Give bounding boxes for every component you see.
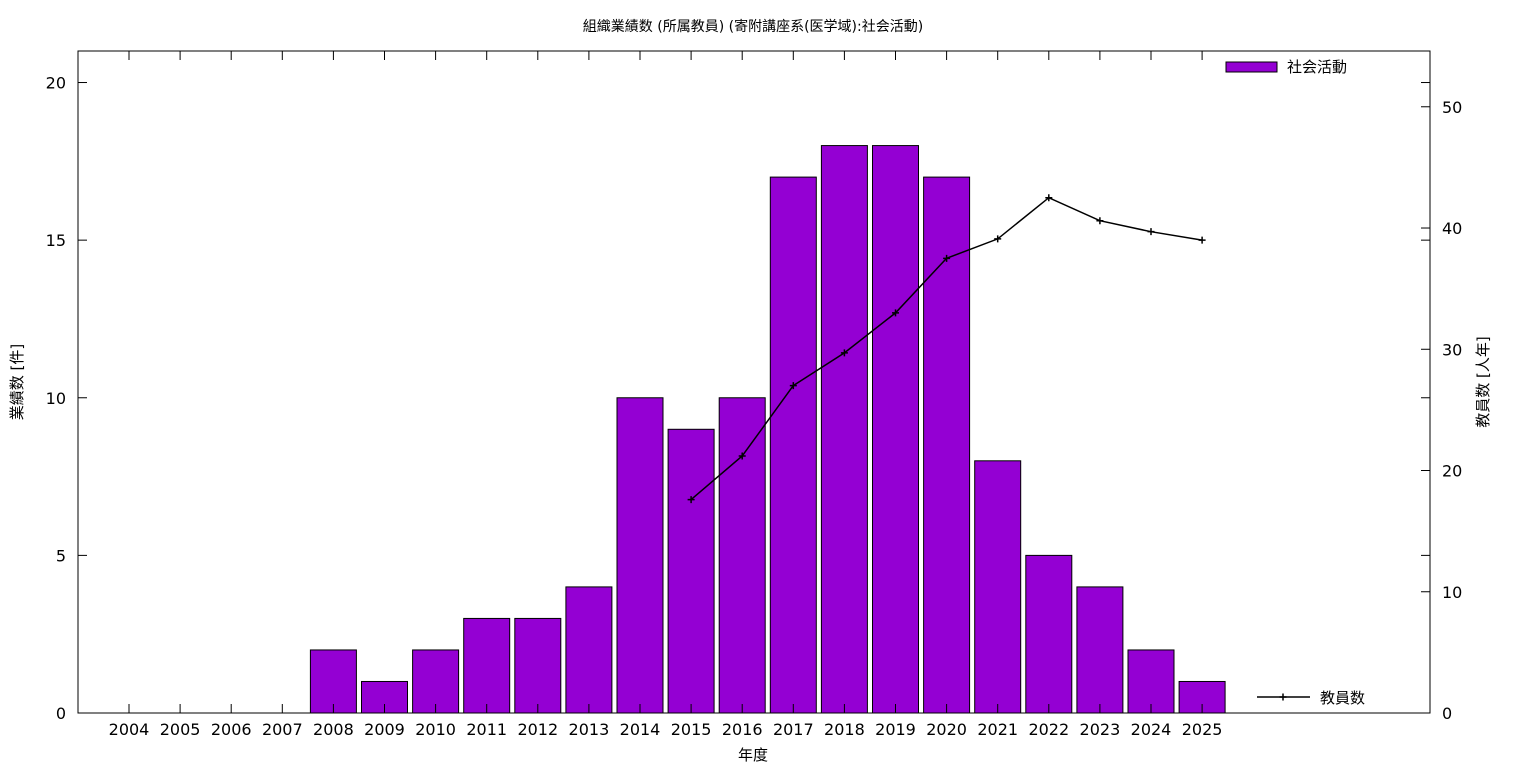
x-tick-label: 2005 [160,720,201,739]
point-2021 [994,235,1002,243]
x-tick-label: 2010 [415,720,456,739]
bar-2013 [565,586,613,714]
x-tick-label: 2004 [109,720,150,739]
point-2019 [892,309,899,317]
line-group [687,194,1206,504]
x-tick-label: 2020 [926,720,967,739]
x-tick-label: 2014 [620,720,661,739]
legend-bar-label: 社会活動 [1287,58,1347,76]
x-tick-label: 2013 [569,720,610,739]
x-tick-label: 2011 [466,720,507,739]
bar-2021 [974,460,1022,714]
x-tick-label: 2021 [977,720,1018,739]
x-tick-label: 2009 [364,720,405,739]
legend-bar-swatch [1225,61,1278,73]
point-2022 [1045,194,1053,202]
y-tick-label: 20 [46,74,66,93]
legend-line: 教員数 [1257,689,1365,707]
y-tick-label: 5 [56,546,66,565]
y2-axis: 0 10 20 30 40 50 [1421,98,1462,723]
point-2015 [687,496,695,504]
x-tick-label: 2025 [1182,720,1223,739]
x-tick-label: 2023 [1080,720,1121,739]
bar-2010 [412,649,460,714]
y2-tick-label: 40 [1442,219,1462,238]
y2-tick-label: 10 [1442,583,1462,602]
legend-line-marker [1279,693,1287,701]
y-tick-label: 0 [56,704,66,723]
bar-2023 [1076,586,1124,714]
legend-line-label: 教員数 [1320,689,1365,707]
point-2025 [1198,236,1206,244]
point-2018 [840,349,848,357]
bar-2019 [872,145,919,714]
x-tick-label: 2016 [722,720,763,739]
x-tick-label: 2018 [824,720,865,739]
bar-2015 [667,428,715,714]
x-tick-label: 2015 [671,720,712,739]
y2-tick-label: 50 [1442,98,1462,117]
y-tick-label: 10 [46,389,66,408]
bar-group [309,145,1226,714]
y-tick-label: 15 [46,231,66,250]
chart-title: 組織業績数 (所属教員) (寄附講座系(医学域):社会活動) [583,18,923,35]
x-tick-label: 2019 [875,720,916,739]
bar-2024 [1127,649,1175,714]
y2-tick-label: 20 [1442,462,1462,481]
x-tick-label: 2012 [517,720,558,739]
y-axis-label: 業績数 [件] [8,344,26,420]
bar-2011 [463,617,511,714]
bar-2016 [718,397,766,714]
bar-2008 [309,649,357,714]
x-axis: 2004 2005 2006 2007 2008 2009 2010 2011 2012 2013… [109,51,1223,739]
bar-2020 [923,176,971,714]
x-tick-label: 2024 [1131,720,1172,739]
x-tick-label: 2017 [773,720,814,739]
point-2023 [1096,217,1104,225]
bar-2012 [514,617,562,714]
x-tick-label: 2006 [211,720,252,739]
x-tick-label: 2008 [313,720,354,739]
x-tick-label: 2007 [262,720,303,739]
bar-2014 [616,397,664,714]
point-2024 [1147,228,1155,236]
point-2016 [738,452,746,460]
plot-frame [77,50,1431,714]
bar-2017 [769,176,817,714]
x-axis-label: 年度 [738,746,768,764]
bar-2022 [1025,554,1073,714]
x-tick-label: 2022 [1028,720,1069,739]
point-2020 [943,254,951,262]
legend-bar: 社会活動 [1225,58,1347,76]
y2-tick-label: 0 [1442,704,1452,723]
point-2017 [789,382,797,390]
bar-2018 [820,145,868,714]
y2-tick-label: 30 [1442,340,1462,359]
y2-axis-label: 教員数 [人年] [1474,336,1492,427]
